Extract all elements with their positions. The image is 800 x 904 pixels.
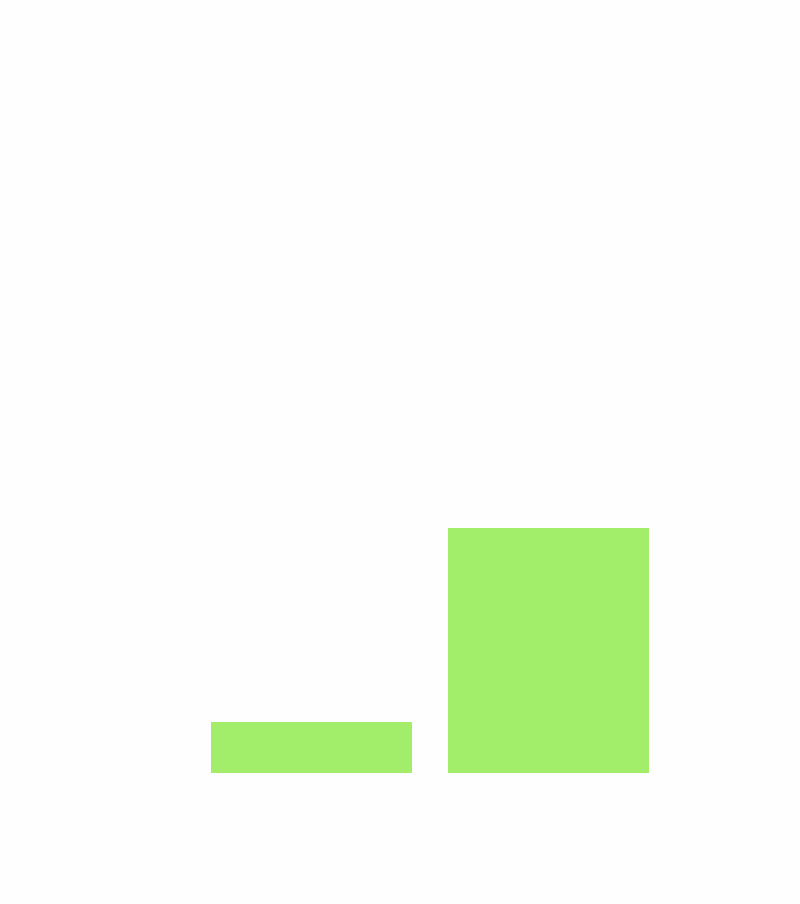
bar [448, 528, 649, 773]
bar [211, 722, 412, 773]
